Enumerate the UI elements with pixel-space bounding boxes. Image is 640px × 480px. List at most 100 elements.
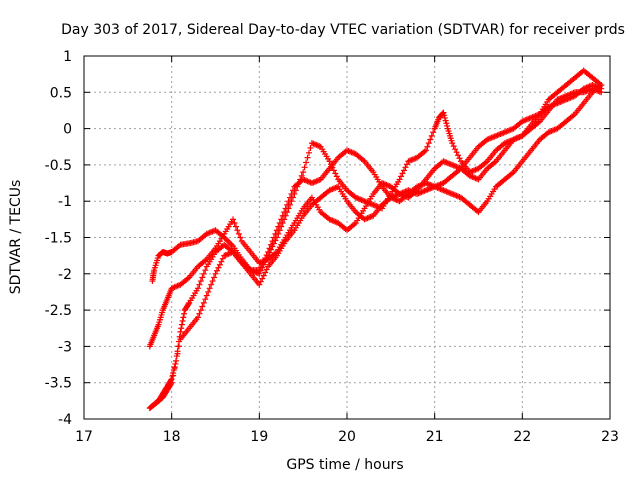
data-point — [424, 143, 431, 150]
data-point — [288, 198, 295, 205]
data-point — [213, 267, 220, 274]
series-track-1 — [149, 82, 605, 285]
data-point — [259, 264, 266, 271]
data-point — [422, 147, 429, 154]
data-point — [284, 209, 291, 216]
data-point — [199, 303, 206, 310]
data-point — [398, 173, 405, 180]
data-point — [428, 132, 435, 139]
data-point — [287, 201, 294, 208]
data-point — [257, 267, 264, 274]
data-point — [269, 243, 276, 250]
data-point — [237, 234, 244, 241]
series-track-4 — [151, 82, 605, 408]
y-tick-label: 0 — [63, 122, 72, 138]
data-point — [174, 350, 181, 357]
data-point — [232, 223, 239, 230]
data-point — [399, 170, 406, 177]
data-point — [179, 317, 186, 324]
data-point — [455, 152, 462, 159]
data-point — [216, 261, 223, 268]
y-axis-label: SDTVAR / TECUs — [8, 180, 24, 295]
data-point — [167, 380, 174, 387]
data-point — [441, 112, 448, 119]
data-point — [177, 328, 184, 335]
data-point — [400, 167, 407, 174]
data-point — [266, 249, 273, 256]
data-point — [304, 154, 311, 161]
data-point — [178, 325, 185, 332]
data-point — [300, 169, 307, 176]
y-tick-label: -3 — [58, 339, 72, 355]
x-tick-label: 20 — [338, 429, 356, 445]
data-point — [295, 180, 302, 187]
data-point — [452, 146, 459, 153]
data-point — [297, 176, 304, 183]
data-point — [598, 85, 605, 92]
data-point — [291, 190, 298, 197]
x-axis-ticks: 17 18 19 20 21 22 23 — [75, 56, 619, 445]
data-point — [396, 176, 403, 183]
data-point — [185, 301, 192, 308]
data-point — [209, 278, 216, 285]
data-point — [289, 194, 296, 201]
data-point — [440, 109, 447, 116]
x-tick-label: 21 — [426, 429, 444, 445]
y-tick-label: 0.5 — [50, 85, 72, 101]
data-point — [444, 122, 451, 129]
data-point — [456, 155, 463, 162]
data-point — [301, 164, 308, 171]
data-point — [442, 117, 449, 124]
data-point — [234, 227, 241, 234]
x-tick-label: 18 — [163, 429, 181, 445]
y-tick-label: 1 — [63, 49, 72, 65]
y-tick-label: -1.5 — [45, 231, 72, 247]
y-tick-label: -2.5 — [45, 303, 72, 319]
data-point — [175, 343, 182, 350]
data-point — [218, 258, 225, 265]
y-tick-label: -2 — [58, 267, 72, 283]
data-point — [292, 187, 299, 194]
data-point — [402, 164, 409, 171]
data-point — [205, 288, 212, 295]
data-point — [215, 264, 222, 271]
data-point — [333, 173, 340, 180]
data-point — [181, 310, 188, 317]
data-point — [208, 281, 215, 288]
grid-lines — [84, 56, 610, 419]
data-point — [259, 275, 266, 282]
data-point — [262, 269, 269, 276]
data-point — [196, 281, 203, 288]
data-point — [206, 285, 213, 292]
data-point — [200, 270, 207, 277]
data-point — [275, 230, 282, 237]
data-point — [272, 237, 279, 244]
data-point — [200, 299, 207, 306]
data-point — [180, 314, 187, 321]
y-tick-label: -0.5 — [45, 158, 72, 174]
data-point — [281, 216, 288, 223]
data-point — [170, 372, 177, 379]
data-point — [260, 272, 267, 279]
data-point — [256, 281, 263, 288]
data-point — [178, 321, 185, 328]
data-point — [173, 357, 180, 364]
data-point — [194, 285, 201, 292]
data-point — [168, 379, 175, 386]
data-points — [146, 67, 605, 412]
data-point — [197, 278, 204, 285]
data-point — [225, 238, 232, 245]
data-point — [172, 360, 179, 367]
data-point — [171, 365, 178, 372]
series-track-3 — [146, 67, 605, 350]
data-point — [270, 240, 277, 247]
data-point — [427, 136, 434, 143]
data-point — [276, 227, 283, 234]
data-point — [307, 144, 314, 151]
data-point — [273, 234, 280, 241]
data-point — [327, 161, 334, 168]
data-point — [443, 120, 450, 127]
data-point — [231, 219, 238, 226]
data-point — [278, 223, 285, 230]
